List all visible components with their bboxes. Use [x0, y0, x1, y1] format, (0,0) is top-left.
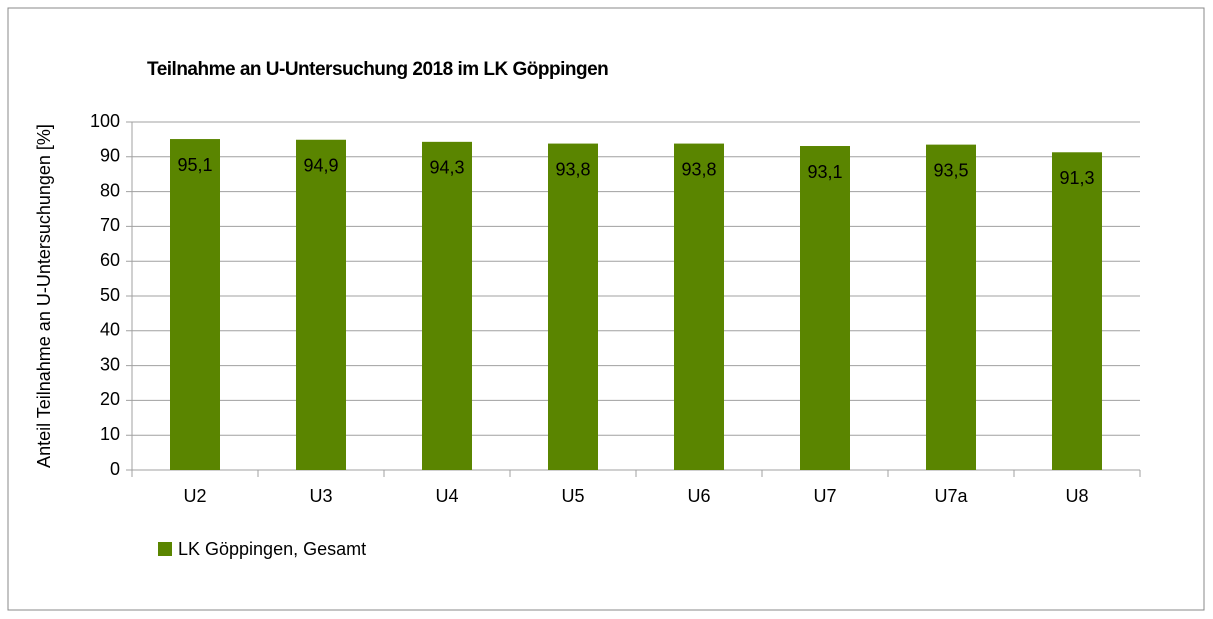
bar — [926, 144, 976, 470]
y-tick-label: 20 — [100, 389, 120, 409]
x-tick-label: U7a — [934, 486, 968, 506]
y-tick-label: 40 — [100, 320, 120, 340]
y-tick-label: 100 — [90, 111, 120, 131]
x-tick-label: U3 — [309, 486, 332, 506]
bar — [170, 139, 220, 470]
data-label: 95,1 — [177, 155, 212, 175]
data-label: 93,8 — [681, 159, 716, 179]
data-label: 93,1 — [807, 162, 842, 182]
data-label: 91,3 — [1059, 168, 1094, 188]
data-label: 93,5 — [933, 160, 968, 180]
data-label: 94,3 — [429, 158, 464, 178]
bar — [422, 141, 472, 470]
bar — [296, 139, 346, 471]
bar — [674, 143, 724, 471]
x-tick-label: U2 — [183, 486, 206, 506]
y-tick-label: 60 — [100, 250, 120, 270]
bar — [800, 146, 850, 470]
chart-title: Teilnahme an U-Untersuchung 2018 im LK G… — [147, 59, 608, 80]
x-tick-label: U5 — [561, 486, 584, 506]
y-tick-label: 50 — [100, 285, 120, 305]
y-tick-label: 0 — [110, 459, 120, 479]
bar — [1052, 152, 1102, 470]
x-tick-label: U7 — [813, 486, 836, 506]
x-tick-label: U4 — [435, 486, 458, 506]
data-label: 94,9 — [303, 155, 338, 175]
legend-label: LK Göppingen, Gesamt — [178, 539, 366, 559]
y-tick-label: 10 — [100, 424, 120, 444]
x-tick-label: U8 — [1065, 486, 1088, 506]
y-tick-label: 80 — [100, 180, 120, 200]
y-axis-label: Anteil Teilnahme an U-Untersuchungen [%] — [34, 124, 54, 468]
bar — [548, 143, 598, 471]
y-tick-label: 90 — [100, 146, 120, 166]
y-tick-label: 30 — [100, 354, 120, 374]
y-tick-label: 70 — [100, 215, 120, 235]
legend-swatch — [158, 542, 172, 556]
data-label: 93,8 — [555, 159, 590, 179]
x-tick-label: U6 — [687, 486, 710, 506]
